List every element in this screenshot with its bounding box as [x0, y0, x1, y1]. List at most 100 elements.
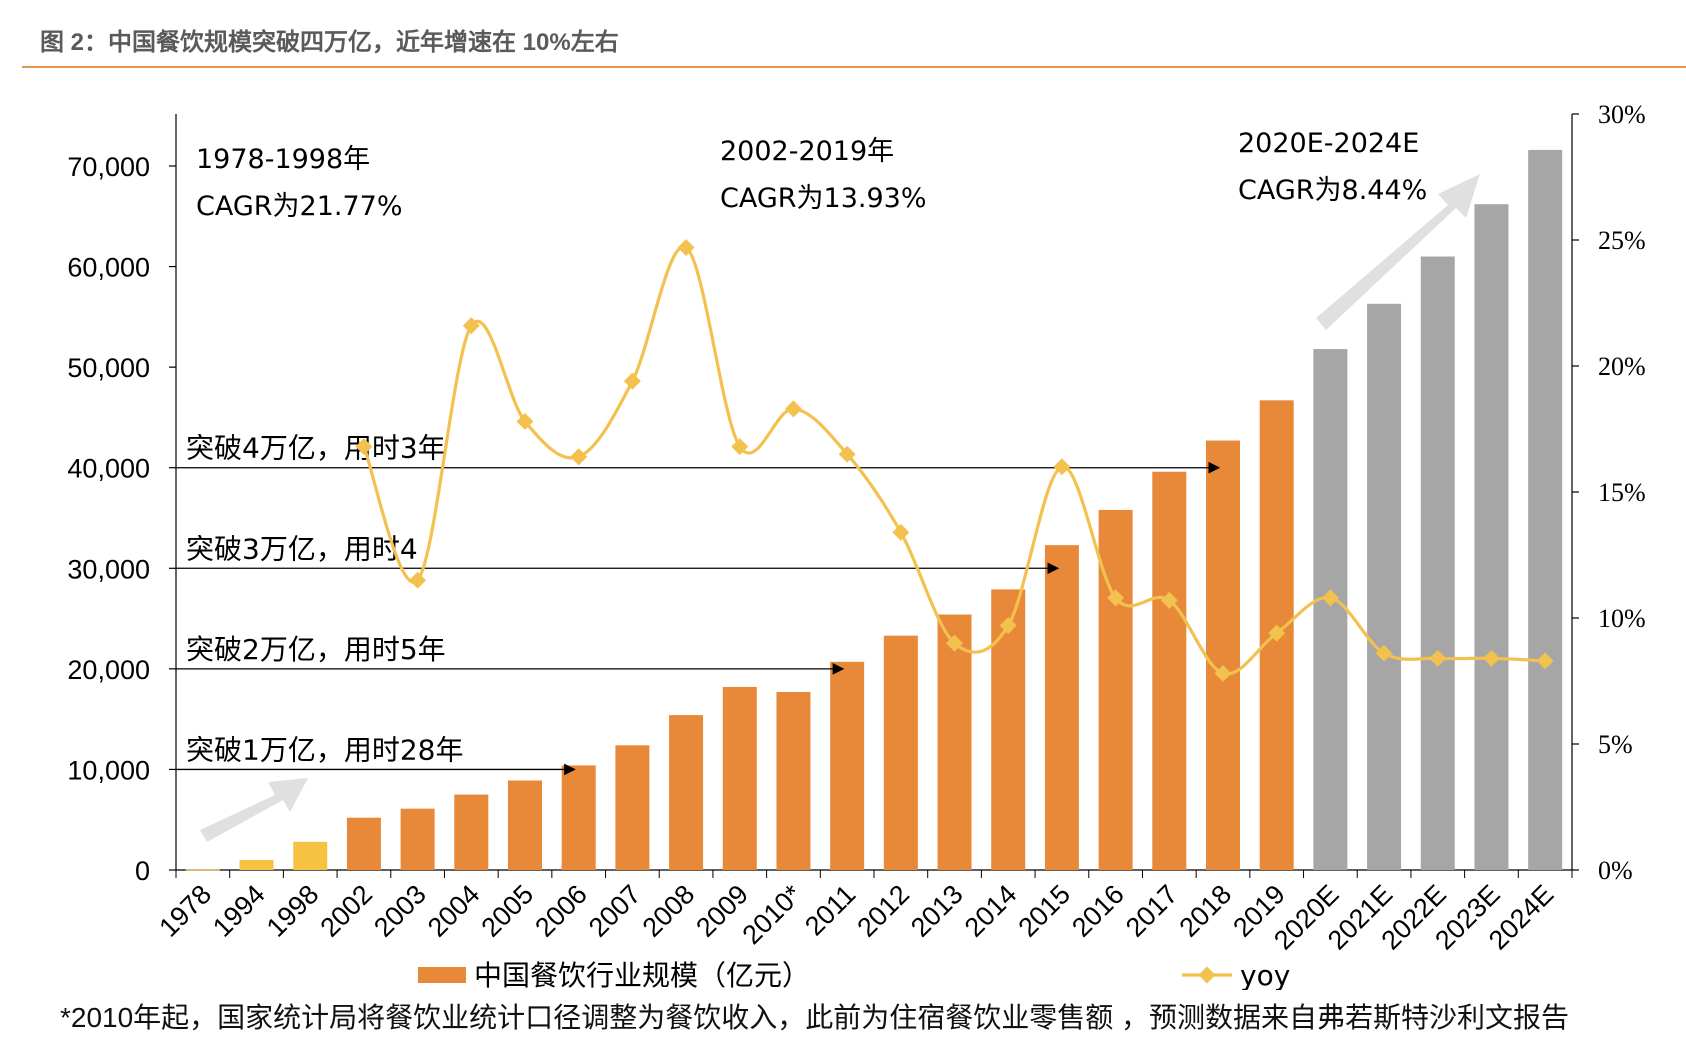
x-tick-label: 2010*: [737, 879, 808, 950]
x-tick-label: 2011: [799, 879, 861, 941]
x-tick-label: 2007: [583, 879, 647, 943]
bar-2008: [669, 715, 704, 870]
x-tick-label: 2004: [422, 879, 486, 943]
legend-line-marker: [1198, 966, 1216, 984]
yoy-point-2024E: [1536, 652, 1554, 670]
yoy-point-2016: [1107, 589, 1125, 607]
yoy-point-2011: [838, 445, 856, 463]
bar-2021E: [1367, 303, 1402, 871]
yoy-point-2018: [1214, 664, 1232, 682]
growth-arrow-small-icon: [200, 778, 308, 842]
yoy-point-2014: [999, 617, 1017, 635]
x-tick-label: 2015: [1012, 879, 1076, 943]
yoy-point-2019: [1268, 624, 1286, 642]
x-tick-label: 2008: [637, 879, 701, 943]
x-tick-label: 2005: [476, 879, 540, 943]
yoy-point-2021E: [1375, 644, 1393, 662]
left-tick-label: 30,000: [67, 554, 150, 584]
x-tick-label: 2012: [851, 879, 915, 943]
yoy-point-2002: [355, 438, 373, 456]
left-tick-label: 0: [135, 856, 150, 886]
bar-1998: [293, 841, 328, 870]
bar-2010: [776, 691, 811, 870]
bar-2002: [346, 817, 381, 870]
milestone-label: 突破4万亿，用时3年: [186, 432, 446, 465]
right-tick-label: 5%: [1598, 730, 1633, 759]
x-tick-label: 2017: [1120, 879, 1184, 943]
bar-2023E: [1474, 204, 1509, 870]
x-tick-label: 1998: [261, 879, 325, 943]
bar-2005: [508, 780, 542, 870]
yoy-point-2006: [570, 448, 588, 466]
yoy-point-2004: [462, 317, 480, 335]
yoy-point-2007: [623, 372, 641, 390]
bar-2011: [830, 661, 865, 870]
yoy-point-2013: [946, 634, 964, 652]
yoy-point-2010: [784, 400, 802, 418]
cagr-period-label: 1978-1998年: [196, 144, 370, 175]
bar-2006: [561, 765, 596, 870]
left-tick-label: 60,000: [67, 253, 150, 283]
x-tick-label: 2018: [1174, 879, 1238, 943]
footnote: *2010年起，国家统计局将餐饮业统计口径调整为餐饮收入，此前为住宿餐饮业零售额…: [60, 1002, 1569, 1033]
left-tick-label: 10,000: [67, 755, 150, 785]
bar-1994: [239, 859, 274, 870]
yoy-point-2003: [409, 571, 427, 589]
cagr-period-label: 2002-2019年: [720, 136, 894, 167]
left-tick-label: 50,000: [67, 353, 150, 383]
growth-arrow-large-icon: [1316, 174, 1480, 330]
bar-2024E: [1528, 149, 1563, 870]
legend-bar-swatch: [418, 967, 466, 983]
x-tick-label: 2006: [529, 879, 593, 943]
figure-title: 图 2：中国餐饮规模突破四万亿，近年增速在 10%左右: [40, 29, 619, 56]
left-tick-label: 40,000: [67, 454, 150, 484]
yoy-point-2023E: [1482, 649, 1500, 667]
cagr-value-label: CAGR为21.77%: [196, 191, 402, 222]
bar-2016: [1098, 509, 1133, 870]
cagr-value-label: CAGR为8.44%: [1238, 175, 1427, 206]
x-tick-label: 1978: [153, 879, 217, 943]
bar-2012: [883, 635, 918, 870]
legend-line-label: yoy: [1240, 959, 1290, 990]
x-tick-label: 2016: [1066, 879, 1130, 943]
bar-2003: [400, 808, 435, 870]
milestone-label: 突破3万亿，用时4: [186, 532, 418, 565]
yoy-point-2017: [1160, 591, 1178, 609]
milestone-label: 突破2万亿，用时5年: [186, 633, 446, 666]
left-tick-label: 70,000: [67, 152, 150, 182]
right-tick-label: 0%: [1598, 856, 1633, 885]
yoy-point-2022E: [1429, 649, 1447, 667]
bar-2014: [991, 589, 1026, 870]
bar-2009: [722, 686, 757, 870]
yoy-point-2008: [677, 239, 695, 257]
bar-2022E: [1420, 256, 1455, 870]
x-tick-label: 2014: [959, 879, 1023, 943]
right-tick-label: 15%: [1598, 478, 1646, 507]
cagr-value-label: CAGR为13.93%: [720, 183, 926, 214]
x-tick-label: 2013: [905, 879, 969, 943]
bar-2007: [615, 745, 650, 870]
right-tick-label: 10%: [1598, 604, 1646, 633]
milestone-label: 突破1万亿，用时28年: [186, 733, 463, 766]
right-tick-label: 20%: [1598, 352, 1646, 381]
right-tick-label: 30%: [1598, 100, 1646, 129]
x-tick-label: 2003: [368, 879, 432, 943]
title-rule: [22, 66, 1686, 68]
yoy-point-2020E: [1321, 589, 1339, 607]
x-tick-label: 2002: [314, 879, 378, 943]
legend-bar-label: 中国餐饮行业规模（亿元）: [474, 959, 810, 990]
bar-2018: [1206, 440, 1240, 870]
bar-2017: [1152, 471, 1187, 870]
right-tick-label: 25%: [1598, 226, 1646, 255]
yoy-point-2005: [516, 412, 534, 430]
cagr-period-label: 2020E-2024E: [1238, 128, 1419, 159]
bar-2013: [937, 614, 972, 870]
bar-2015: [1044, 545, 1079, 870]
x-tick-label: 1994: [207, 879, 271, 943]
bar-2020E: [1313, 349, 1348, 870]
left-tick-label: 20,000: [67, 655, 150, 685]
yoy-point-2012: [892, 523, 910, 541]
combo-chart: 0 10,000 20,000 30,000 40,000 50,000 60,000 70,…: [67, 100, 1646, 990]
bar-2004: [454, 794, 489, 870]
bar-1978: [185, 869, 220, 871]
